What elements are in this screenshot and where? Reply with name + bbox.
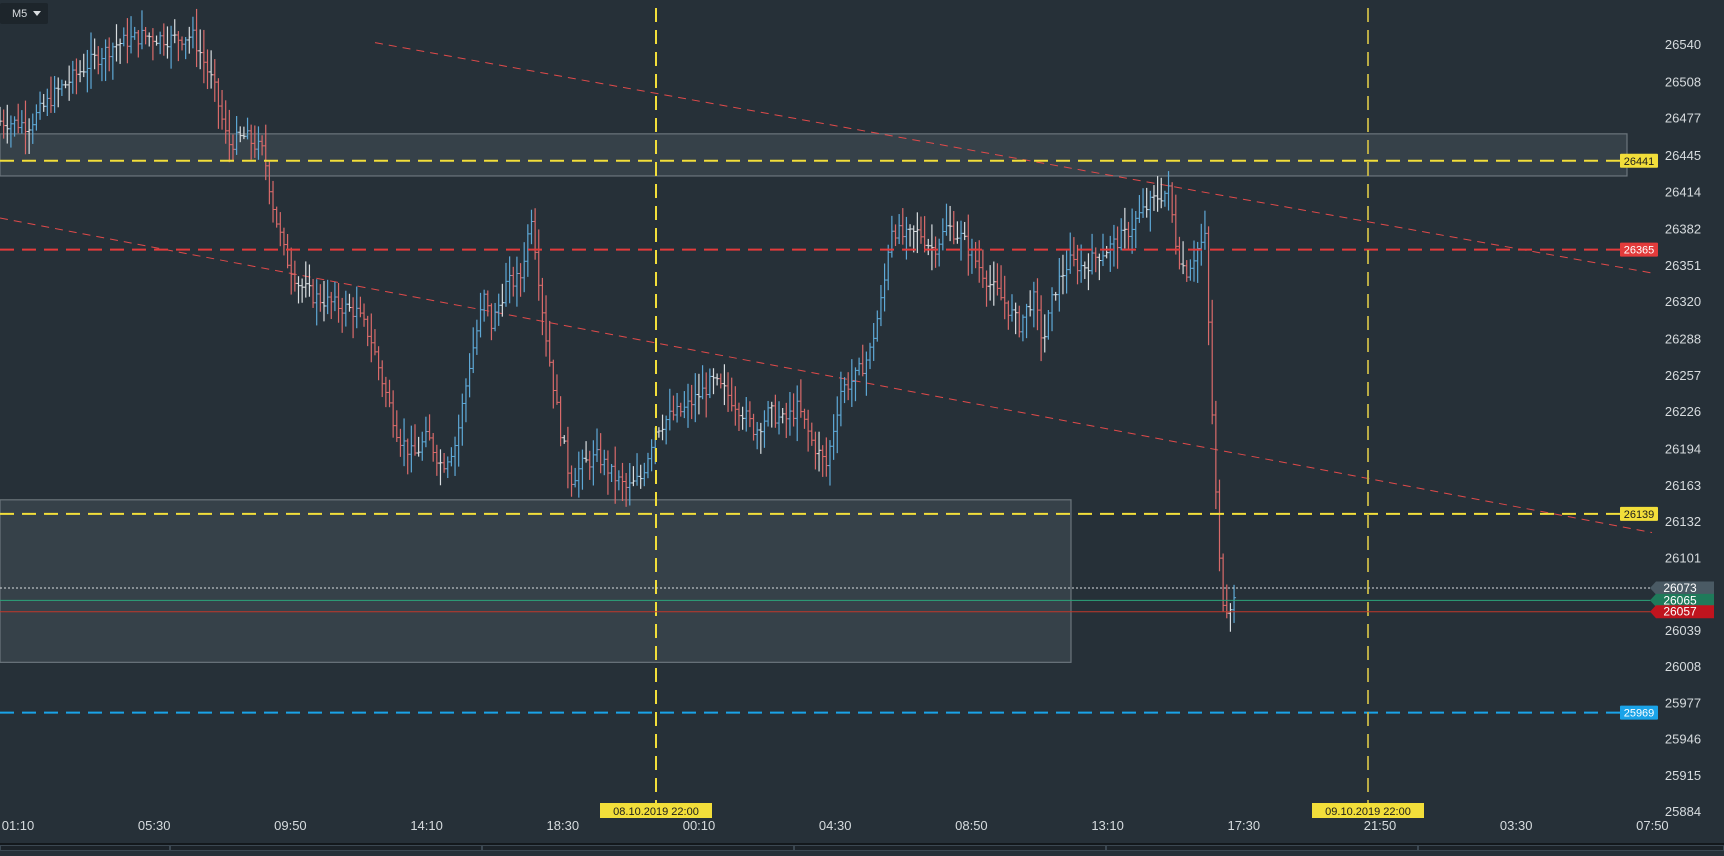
bottom-tab[interactable] [794,845,1106,851]
y-tick-label: 26163 [1665,478,1701,493]
y-tick-label: 26257 [1665,368,1701,383]
bid-price-label: 26057 [1663,605,1697,619]
x-tick-label: 05:30 [138,818,171,833]
y-tick-label: 25915 [1665,768,1701,783]
x-tick-label: 17:30 [1228,818,1261,833]
session-date-label: 08.10.2019 22:00 [613,806,699,818]
y-tick-label: 26132 [1665,514,1701,529]
ask-price-label: 26073 [1663,581,1697,595]
y-axis: 26540 26508 26477 26445 26414 26382 26351 26320… [1665,37,1701,819]
timeframe-selector[interactable]: M5 [0,3,48,24]
y-tick-label: 26382 [1665,222,1701,237]
x-tick-label: 13:10 [1091,818,1124,833]
zone-box [0,499,1072,663]
y-tick-label: 25946 [1665,732,1701,747]
horizontal-levels-layer: 26441 26365 26139 25969 [0,153,1658,720]
bid-price-tag [1650,605,1714,619]
trend-lines-layer [0,42,1653,534]
level-label: 26365 [1624,245,1655,257]
y-tick-label: 26288 [1665,332,1701,347]
x-tick-label: 18:30 [547,818,580,833]
x-tick-label: 09:50 [274,818,307,833]
y-tick-label: 26320 [1665,294,1701,309]
candles-layer [0,8,1237,632]
x-tick-label: 03:30 [1500,818,1533,833]
x-tick-label: 21:50 [1364,818,1397,833]
bottom-tab[interactable] [482,845,794,851]
bottom-tab[interactable] [170,845,482,851]
level-label: 26441 [1624,156,1655,168]
zones-layer [0,133,1628,663]
y-tick-label: 26540 [1665,37,1701,52]
y-tick-label: 26101 [1665,550,1701,565]
chevron-down-icon [33,11,42,16]
y-tick-label: 25977 [1665,695,1701,710]
session-date-tag [600,803,712,818]
level-label: 26139 [1624,509,1655,521]
level-label: 25969 [1624,708,1655,720]
level-tag [1620,242,1658,257]
level-tag [1620,705,1658,720]
y-tick-label: 26351 [1665,258,1701,273]
y-tick-label: 26008 [1665,659,1701,674]
trend-line [374,42,1653,274]
x-tick-label: 14:10 [410,818,443,833]
trend-line [0,217,1653,534]
bottom-tab[interactable] [1106,845,1418,851]
bottom-tab[interactable] [0,845,170,851]
y-tick-label: 26508 [1665,74,1701,89]
level-tag [1620,153,1658,168]
x-tick-label: 07:50 [1636,818,1669,833]
timeframe-label: M5 [12,7,28,20]
y-tick-label: 26226 [1665,404,1701,419]
zone-box [0,133,1628,177]
session-date-tag [1312,803,1424,818]
last-price-label: 26065 [1663,593,1697,607]
y-tick-label: 26039 [1665,623,1701,638]
y-tick-label: 25884 [1665,804,1701,819]
ask-price-tag [1650,581,1714,595]
y-tick-label: 26477 [1665,111,1701,126]
last-price-tag [1650,593,1714,607]
level-tag [1620,506,1658,521]
x-tick-label: 01:10 [2,818,35,833]
session-date-label: 09.10.2019 22:00 [1325,806,1411,818]
bottom-tab[interactable] [1418,845,1724,851]
session-markers-layer: 08.10.2019 22:00 09.10.2019 22:00 [600,8,1424,818]
x-tick-label: 04:30 [819,818,852,833]
y-tick-label: 26414 [1665,184,1701,199]
y-tick-label: 26194 [1665,442,1701,457]
x-axis: 01:10 05:30 09:50 14:10 18:30 00:10 04:30 08:50… [2,818,1669,833]
y-tick-label: 26445 [1665,148,1701,163]
x-tick-label: 08:50 [955,818,988,833]
x-tick-label: 00:10 [683,818,716,833]
